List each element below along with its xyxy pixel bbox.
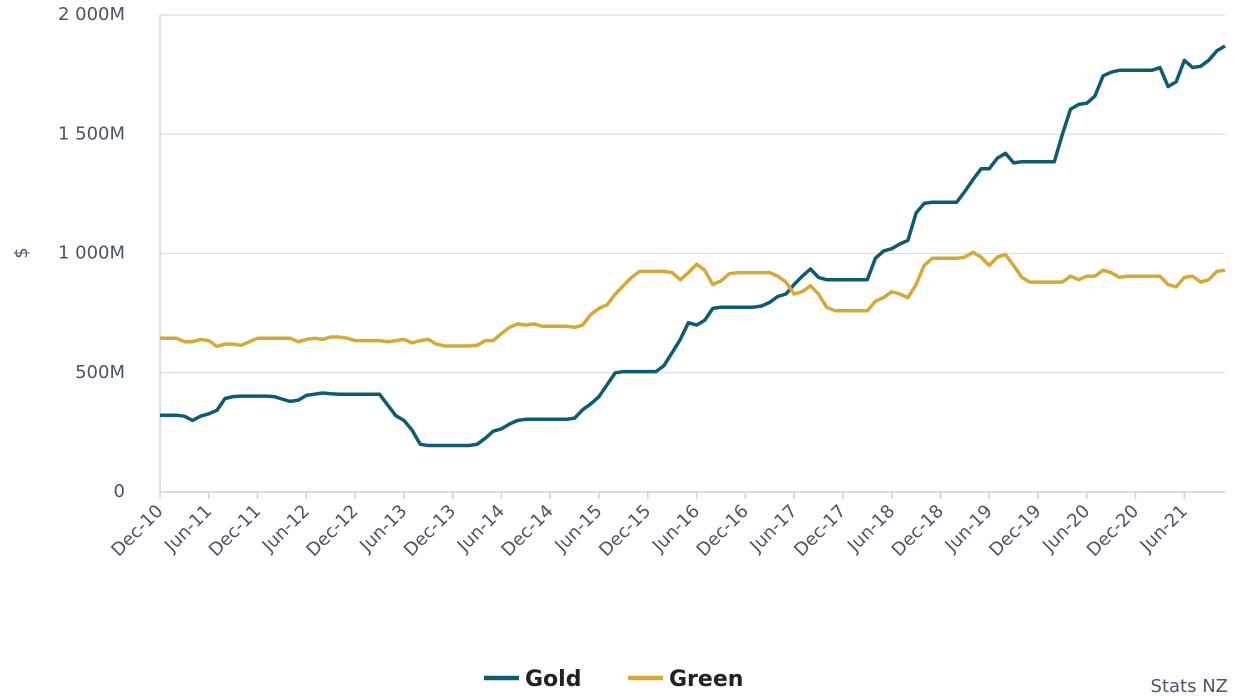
legend-label: Green	[669, 667, 743, 692]
source: Stats NZ	[1151, 676, 1228, 696]
legend-label: Gold	[525, 667, 581, 692]
x-tick-label: Dec-17	[790, 501, 850, 561]
x-tick-label: Jun-21	[1136, 501, 1192, 557]
series-line	[160, 44, 1226, 448]
x-tick-label: Dec-20	[1083, 501, 1143, 561]
x-tick-label: Dec-16	[693, 501, 753, 561]
x-tick-label: Dec-10	[107, 501, 167, 561]
x-tick-label: Dec-19	[985, 501, 1045, 561]
y-tick-label: 2 000M	[58, 4, 125, 25]
x-tick-label: Dec-15	[595, 501, 655, 561]
y-tick-label: 500M	[75, 362, 125, 383]
series-line	[160, 250, 1226, 349]
x-tick-label: Dec-12	[302, 501, 362, 561]
x-tick-label: Dec-13	[400, 501, 460, 561]
x-tick-label: Dec-18	[888, 501, 948, 561]
y-tick-label: 1 500M	[58, 123, 125, 144]
x-tick-label: Dec-14	[497, 501, 557, 561]
y-tick-label: 1 000M	[58, 243, 125, 264]
y-axis-label: $	[11, 247, 32, 258]
y-tick-label: 0	[114, 481, 125, 502]
x-tick-label: Dec-11	[205, 501, 265, 561]
